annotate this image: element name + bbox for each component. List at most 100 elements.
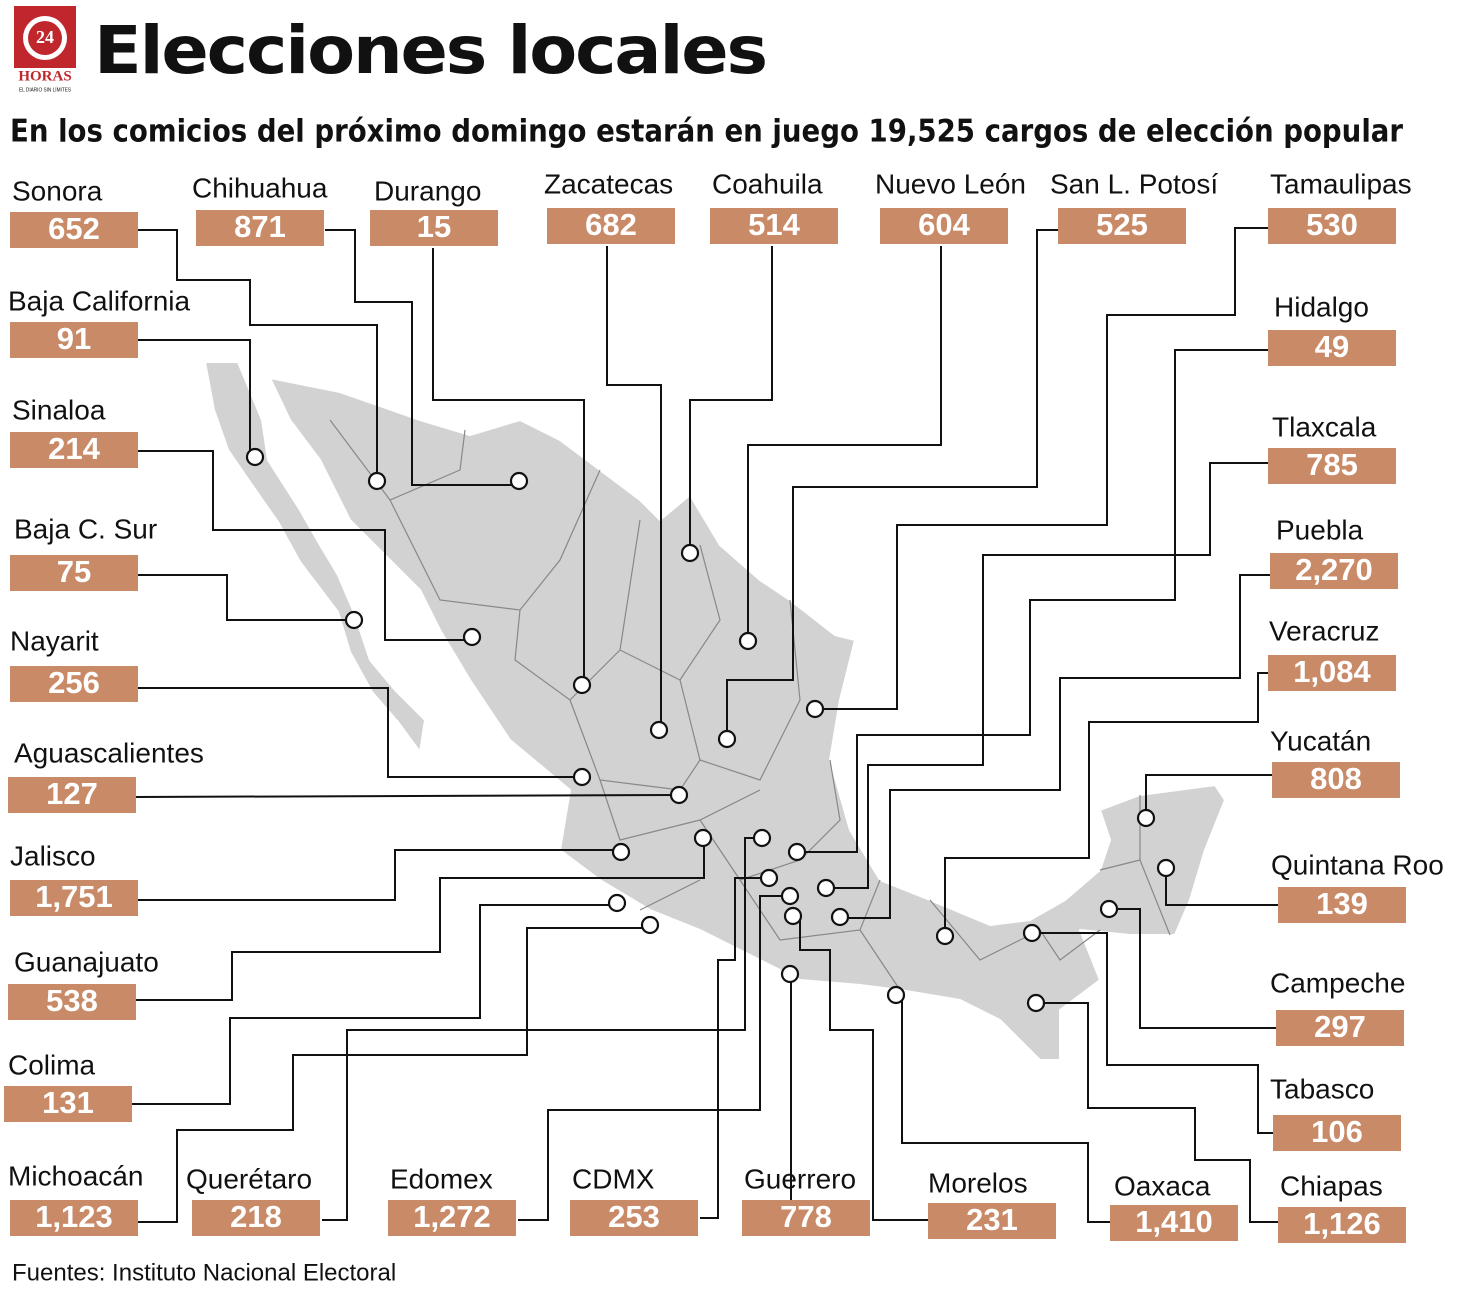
value-box [928,1203,1056,1239]
subtitle: En los comicios del próximo domingo esta… [10,114,1404,150]
state-marker [1022,923,1042,943]
state-name: Edomex [390,1163,493,1194]
logo-tagline: EL DIARIO SIN LÍMITES [19,86,72,93]
state-marker [640,915,660,935]
state-marker [1026,993,1046,1013]
mainland [269,377,1226,1061]
leader-line [797,349,1268,853]
source: Fuentes: Instituto Nacional Electoral [12,1259,396,1286]
value-box [547,208,675,244]
state-marker [367,471,387,491]
leader-line [325,229,519,486]
state-value: 131 [42,1085,94,1120]
state-name: Sonora [12,175,103,206]
state-marker [886,985,906,1005]
state-name: Nuevo León [875,168,1026,199]
value-box [742,1200,870,1236]
value-box [1268,448,1396,484]
value-box [388,1200,516,1236]
state-marker [759,868,779,888]
state-name: Chiapas [1280,1170,1383,1201]
state-marker [611,842,631,862]
state-value: 514 [748,207,800,242]
leader-line [432,248,585,685]
value-box [8,984,136,1020]
leader-line [518,895,790,1221]
value-box [1268,655,1396,691]
state-name: Sinaloa [12,394,106,425]
state-marker [935,926,955,946]
state-marker [649,720,669,740]
state-name: Campeche [1270,967,1405,998]
value-box [1276,1010,1404,1046]
state-value: 538 [46,983,98,1018]
leader-line [726,229,1058,739]
state-value: 1,751 [35,879,113,914]
state-value: 808 [1310,761,1362,796]
state-marker [1099,899,1119,919]
state-marker [572,675,592,695]
state-marker [717,729,737,749]
state-value: 139 [1316,886,1368,921]
value-box [10,212,138,248]
state-value: 218 [230,1199,282,1234]
state-value: 1,084 [1293,654,1371,689]
state-name: Colima [8,1049,96,1080]
state-marker [344,610,364,630]
state-name: Yucatán [1270,725,1371,756]
state-marker [780,964,800,984]
state-name: Zacatecas [544,168,673,199]
state-name: Tabasco [1270,1073,1374,1104]
state-value: 1,126 [1303,1206,1381,1241]
state-value: 871 [234,209,286,244]
leader-line [322,837,762,1221]
logo: 24 HORAS EL DIARIO SIN LÍMITES [14,6,76,93]
state-marker [752,828,772,848]
leader-line [1032,932,1273,1134]
state-name: Jalisco [10,840,96,871]
state-name: Coahuila [712,168,823,199]
state-name: CDMX [572,1163,655,1194]
state-marker [830,907,850,927]
state-value: 75 [57,554,91,589]
state-name: Baja C. Sur [14,513,157,544]
state-marker [1156,858,1176,878]
state-value: 106 [1311,1114,1363,1149]
leader-line [826,462,1268,889]
value-box [1268,330,1396,366]
state-value: 778 [780,1199,832,1234]
value-box [710,208,838,244]
state-name: Hidalgo [1274,291,1369,322]
value-box [10,432,138,468]
value-box [1272,762,1400,798]
logo-name: HORAS [18,68,71,84]
leader-line [1145,774,1272,818]
leader-line [840,574,1270,919]
state-name: Durango [374,175,481,206]
leader-line [132,904,617,1105]
value-box [10,666,138,702]
value-box [1278,887,1406,923]
state-marker [680,543,700,563]
state-value: 530 [1306,207,1358,242]
state-marker [607,893,627,913]
value-box [1268,208,1396,244]
leader-line [700,877,769,1219]
state-value: 652 [48,211,100,246]
state-name: Oaxaca [1114,1170,1211,1201]
leader-line [799,916,928,1221]
value-box [1110,1205,1238,1241]
state-value: 1,410 [1135,1204,1213,1239]
value-box [880,208,1008,244]
state-name: Querétaro [186,1163,312,1194]
leader-line [606,246,662,730]
state-value: 1,272 [413,1199,491,1234]
value-box [370,210,498,246]
leader-line [815,227,1268,710]
value-box [1270,553,1398,589]
logo-inner [28,21,62,55]
value-box [10,880,138,916]
leader-line [138,687,582,778]
state-name: Puebla [1276,514,1364,545]
state-marker [245,447,265,467]
